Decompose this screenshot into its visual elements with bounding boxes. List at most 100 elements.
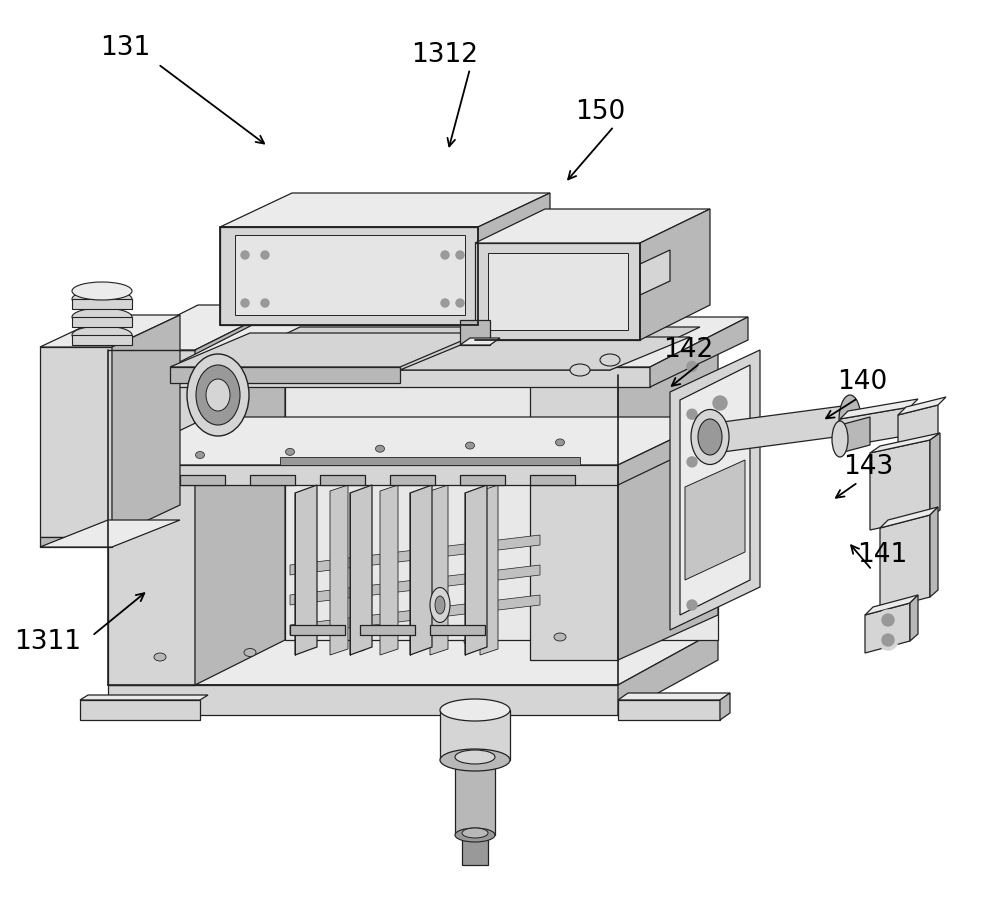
Polygon shape [170,367,400,383]
Ellipse shape [72,326,132,344]
Polygon shape [930,507,938,597]
Polygon shape [618,693,730,700]
Polygon shape [530,327,718,375]
Ellipse shape [376,446,384,452]
Ellipse shape [435,596,445,614]
Polygon shape [290,625,345,635]
Text: 142: 142 [663,337,713,362]
Polygon shape [180,475,225,485]
Polygon shape [108,630,718,685]
Ellipse shape [187,354,249,436]
Polygon shape [488,253,628,330]
Polygon shape [460,338,500,345]
Circle shape [713,528,727,542]
Polygon shape [462,833,488,865]
Polygon shape [530,375,618,660]
Ellipse shape [455,750,495,764]
Polygon shape [360,625,415,635]
Circle shape [241,251,249,259]
Polygon shape [80,700,200,720]
Polygon shape [640,250,670,295]
Circle shape [441,299,449,307]
Polygon shape [898,397,946,415]
Circle shape [456,299,464,307]
Polygon shape [455,757,495,835]
Ellipse shape [286,448,294,456]
Ellipse shape [832,421,848,457]
Polygon shape [870,440,930,530]
Polygon shape [460,475,505,485]
Circle shape [713,396,727,410]
Polygon shape [350,485,372,655]
Polygon shape [380,485,398,655]
Polygon shape [910,595,918,641]
Ellipse shape [354,643,366,651]
Polygon shape [235,235,465,315]
Ellipse shape [154,653,166,661]
Circle shape [687,409,697,419]
Polygon shape [210,327,700,370]
Polygon shape [295,485,317,655]
Circle shape [878,630,898,650]
Polygon shape [700,405,850,455]
Circle shape [687,361,697,371]
Polygon shape [290,595,540,635]
Polygon shape [640,209,710,340]
Ellipse shape [196,451,205,458]
Polygon shape [465,485,487,655]
Polygon shape [195,305,285,685]
Polygon shape [430,625,485,635]
Polygon shape [112,315,180,537]
Ellipse shape [556,439,564,446]
Text: 140: 140 [837,370,887,395]
Ellipse shape [244,649,256,656]
Polygon shape [220,227,478,325]
Polygon shape [40,537,112,547]
Ellipse shape [440,699,510,721]
Polygon shape [618,327,718,660]
Polygon shape [280,457,580,465]
Polygon shape [930,433,940,517]
Polygon shape [460,320,490,345]
Circle shape [882,634,894,646]
Polygon shape [220,193,550,227]
Polygon shape [480,485,498,655]
Polygon shape [80,695,208,700]
Ellipse shape [839,395,861,445]
Polygon shape [250,475,295,485]
Polygon shape [618,630,718,715]
Polygon shape [720,693,730,720]
Polygon shape [320,475,365,485]
Polygon shape [108,685,618,715]
Polygon shape [685,460,745,580]
Circle shape [687,553,697,563]
Polygon shape [290,535,540,575]
Ellipse shape [72,308,132,326]
Polygon shape [72,335,132,345]
Circle shape [687,457,697,467]
Polygon shape [475,209,710,243]
Polygon shape [108,417,718,465]
Ellipse shape [430,587,450,622]
Polygon shape [108,305,285,350]
Polygon shape [108,350,195,685]
Circle shape [687,600,697,610]
Ellipse shape [570,364,590,376]
Polygon shape [650,317,748,387]
Polygon shape [430,485,448,655]
Polygon shape [400,337,690,370]
Text: 143: 143 [843,454,893,479]
Polygon shape [840,417,870,453]
Polygon shape [680,365,750,615]
Polygon shape [170,333,480,367]
Circle shape [687,504,697,514]
Polygon shape [670,350,760,630]
Ellipse shape [196,365,240,425]
Circle shape [261,299,269,307]
Circle shape [456,251,464,259]
Polygon shape [285,375,718,640]
Polygon shape [40,315,180,347]
Ellipse shape [440,749,510,771]
Polygon shape [330,485,348,655]
Polygon shape [530,475,575,485]
